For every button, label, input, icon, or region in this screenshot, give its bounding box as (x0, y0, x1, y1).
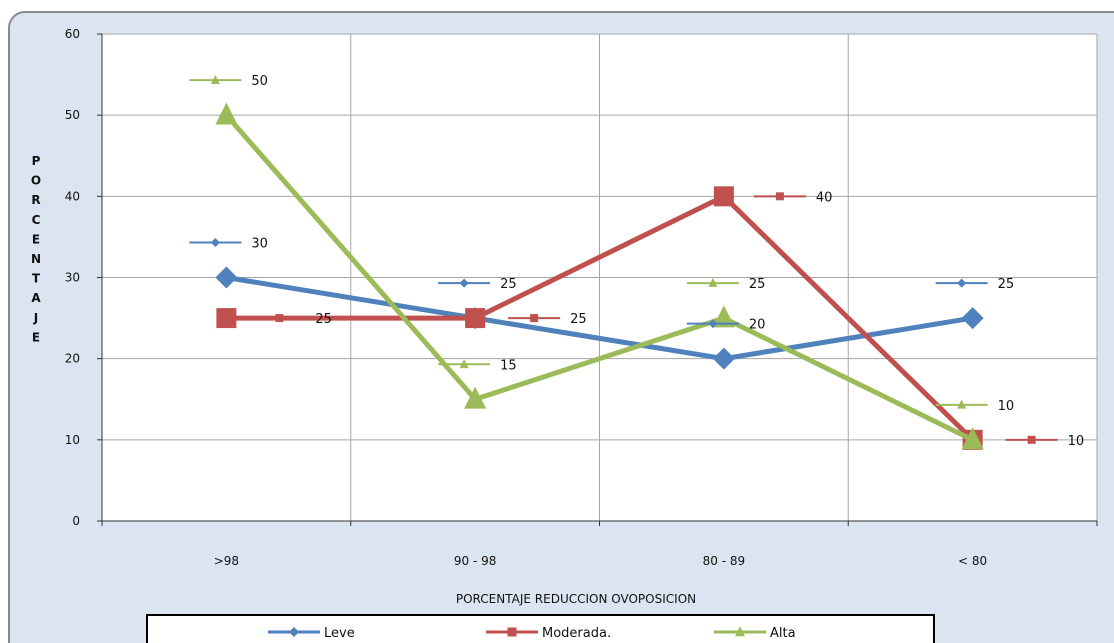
x-tick-label: >98 (214, 554, 239, 568)
data-label-value: 25 (500, 277, 517, 292)
x-tick-label: 90 - 98 (454, 554, 497, 568)
data-label: 50 (189, 74, 268, 89)
data-label: 25 (935, 277, 1015, 292)
x-tick-labels: >98 90 - 98 80 - 89 < 80 (214, 554, 987, 568)
legend-box (146, 614, 935, 643)
x-tick-label: 80 - 89 (703, 554, 746, 568)
data-point (961, 307, 984, 330)
data-label: 10 (1005, 434, 1085, 449)
data-label: 25 (508, 312, 587, 327)
y-axis-title-letter: P (32, 154, 41, 168)
data-label-value: 10 (1068, 434, 1085, 449)
data-label-value: 40 (816, 190, 833, 205)
gridlines (102, 33, 1098, 521)
data-label: 25 (438, 277, 517, 292)
data-point (216, 308, 237, 329)
legend-key-marker (507, 627, 517, 637)
data-point (215, 266, 238, 289)
data-labels: 30 25 20 25 25 25 40 10 50 15 25 10 (189, 74, 1084, 449)
series-line (225, 275, 974, 362)
data-point (713, 186, 734, 207)
y-tick-label: 30 (65, 271, 80, 285)
legend-item: Leve (268, 626, 355, 641)
y-axis-title-letter: R (31, 193, 40, 207)
data-label-key-marker (459, 359, 469, 369)
data-label: 20 (686, 318, 766, 333)
data-label-value: 25 (315, 312, 332, 327)
data-label: 15 (438, 358, 517, 373)
data-label: 10 (935, 399, 1015, 414)
y-axis-title-letter: C (32, 213, 41, 227)
y-axis-title-letter: E (32, 232, 40, 246)
y-axis-title-letter: T (32, 272, 41, 286)
legend: Leve Moderada. Alta (146, 614, 935, 643)
y-tick-labels: 0 10 20 30 40 50 60 (65, 27, 80, 528)
data-label: 40 (753, 190, 833, 205)
legend-label: Moderada. (542, 626, 611, 641)
y-tick-label: 40 (65, 189, 80, 203)
data-label-key-marker (210, 74, 220, 84)
data-point (215, 102, 238, 125)
data-point (712, 305, 735, 328)
data-label: 25 (686, 277, 766, 292)
data-label-key-marker (530, 314, 539, 323)
legend-item: Alta (714, 626, 796, 641)
y-axis-title-letter: A (31, 291, 41, 305)
series-line (226, 193, 975, 442)
y-tick-label: 10 (65, 433, 80, 447)
data-label-key-marker (708, 319, 718, 329)
legend-label: Alta (770, 626, 796, 641)
x-tick-label: < 80 (958, 554, 987, 568)
data-label: 25 (253, 312, 332, 327)
data-label-key-marker (459, 278, 469, 288)
y-tick-label: 0 (72, 514, 80, 528)
data-label-key-marker (957, 278, 967, 288)
x-axis-title: PORCENTAJE REDUCCION OVOPOSICION (456, 592, 696, 606)
data-label-value: 20 (749, 318, 766, 333)
data-label-value: 30 (251, 237, 268, 252)
data-label-value: 25 (998, 277, 1015, 292)
y-axis-title-letter: J (33, 311, 38, 325)
legend-key-marker (735, 626, 745, 637)
data-point (464, 386, 487, 409)
legend-key-marker (289, 627, 299, 637)
data-point (465, 308, 486, 329)
data-point (961, 427, 984, 450)
axes (97, 33, 1098, 526)
series-alta (215, 102, 984, 450)
data-label-key-marker (775, 192, 784, 201)
legend-item: Moderada. (486, 626, 611, 641)
data-label: 30 (189, 237, 268, 252)
data-label-value: 25 (570, 312, 587, 327)
y-axis-title: PORCENTAJE (31, 154, 41, 344)
data-label-value: 50 (251, 74, 268, 89)
y-tick-label: 20 (65, 352, 80, 366)
data-label-value: 25 (749, 277, 766, 292)
legend-label: Leve (324, 626, 355, 641)
data-point (712, 347, 735, 370)
y-axis-title-letter: N (31, 252, 41, 266)
y-axis-title-letter: E (32, 330, 40, 344)
data-label-value: 15 (500, 358, 517, 373)
data-label-key-marker (708, 277, 718, 287)
y-axis-title-letter: O (31, 174, 41, 188)
data-label-key-marker (1027, 435, 1036, 444)
y-tick-label: 60 (65, 27, 80, 41)
y-tick-label: 50 (65, 108, 80, 122)
series-line (224, 113, 974, 443)
data-label-value: 10 (998, 399, 1015, 414)
data-label-key-marker (275, 314, 284, 323)
data-label-key-marker (210, 238, 220, 247)
series (215, 102, 984, 450)
data-label-key-marker (957, 399, 967, 409)
